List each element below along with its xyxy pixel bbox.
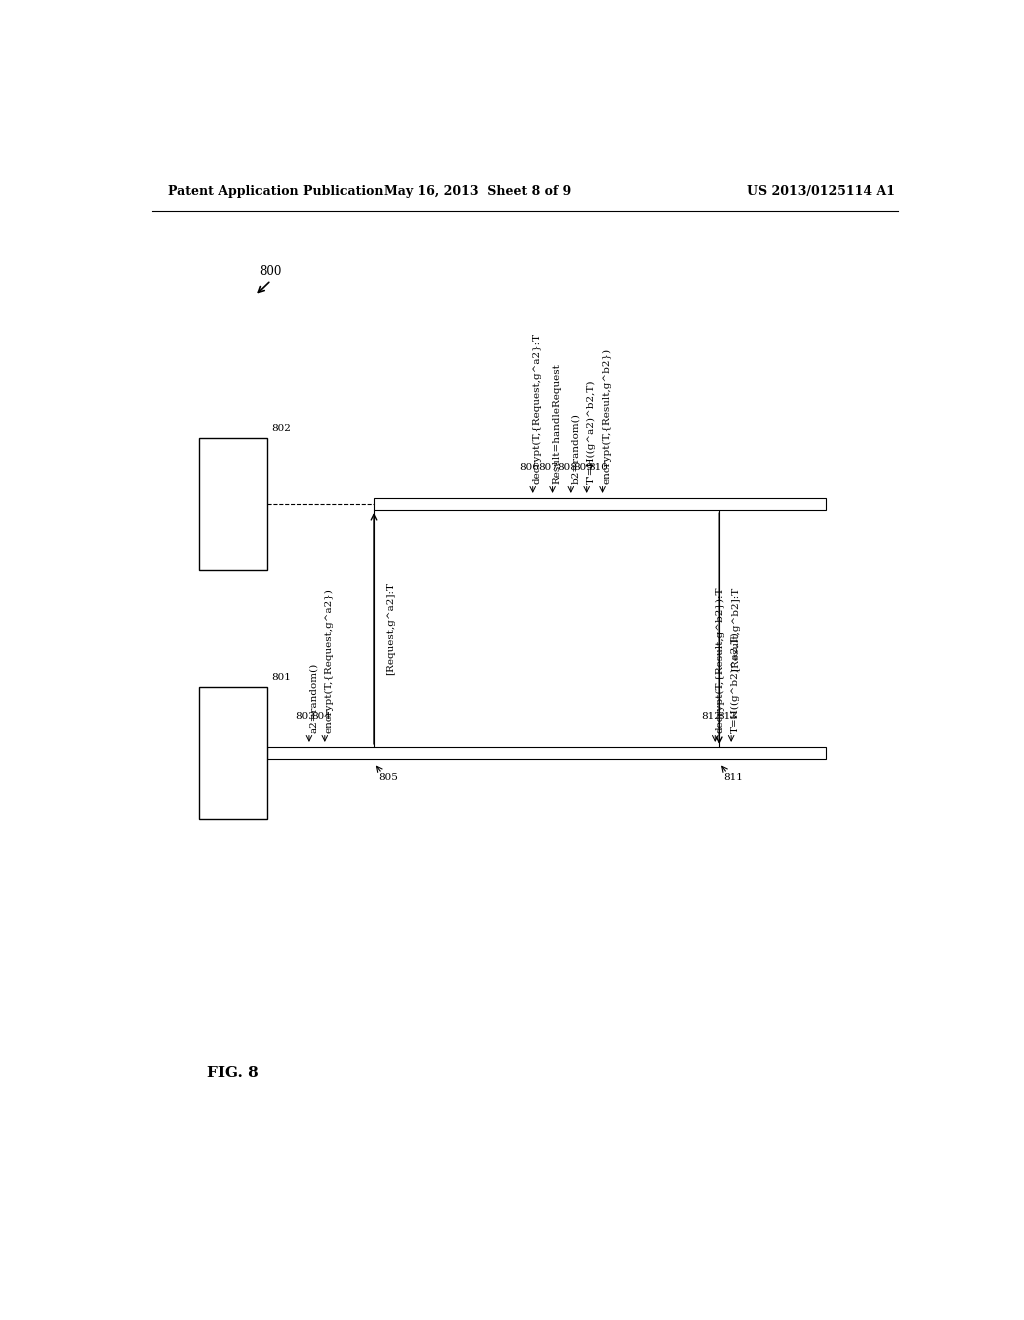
Bar [200, 686, 267, 818]
Text: 804: 804 [311, 713, 331, 722]
Text: 805: 805 [378, 774, 398, 783]
Text: 802: 802 [270, 424, 291, 433]
Text: [Request,g^a2]:T: [Request,g^a2]:T [386, 582, 395, 675]
Text: US 2013/0125114 A1: US 2013/0125114 A1 [748, 185, 895, 198]
Bar [267, 747, 826, 759]
Text: 808: 808 [557, 463, 577, 473]
Bar [374, 498, 826, 510]
Text: 809: 809 [572, 463, 593, 473]
Text: encrypt(T,{Request,g^a2}): encrypt(T,{Request,g^a2}) [325, 587, 334, 733]
Text: x:Asset(g,p): x:Asset(g,p) [228, 473, 238, 536]
Text: m:Manager(g,p): m:Manager(g,p) [228, 710, 238, 796]
Text: Result=handleRequest: Result=handleRequest [553, 363, 561, 483]
Text: 810: 810 [589, 463, 608, 473]
Text: 806: 806 [519, 463, 539, 473]
Text: decrypt(T,{Result,g^b2}):T: decrypt(T,{Result,g^b2}):T [715, 586, 724, 733]
Text: 811: 811 [723, 774, 743, 783]
Text: 813: 813 [717, 713, 737, 722]
Text: 800: 800 [259, 265, 282, 279]
Text: T'=H((g^a2)^b2,T): T'=H((g^a2)^b2,T) [587, 379, 596, 483]
Text: decrypt(T,{Request,g^a2}:T: decrypt(T,{Request,g^a2}:T [532, 333, 542, 483]
Text: encrypt(T,{Result,g^b2}): encrypt(T,{Result,g^b2}) [602, 347, 611, 483]
Bar [200, 438, 267, 570]
Text: FIG. 8: FIG. 8 [207, 1067, 259, 1080]
Text: May 16, 2013  Sheet 8 of 9: May 16, 2013 Sheet 8 of 9 [384, 185, 570, 198]
Text: 812: 812 [701, 713, 721, 722]
Text: [Result,g^b2]:T: [Result,g^b2]:T [731, 586, 740, 671]
Text: 803: 803 [295, 713, 315, 722]
Text: a2=random(): a2=random() [309, 663, 317, 733]
Text: 801: 801 [270, 673, 291, 682]
Text: Patent Application Publication: Patent Application Publication [168, 185, 383, 198]
Text: 807: 807 [539, 463, 558, 473]
Text: b2=random(): b2=random() [570, 413, 580, 483]
Text: T=H((g^b2)^a2,T): T=H((g^b2)^a2,T) [731, 631, 740, 733]
